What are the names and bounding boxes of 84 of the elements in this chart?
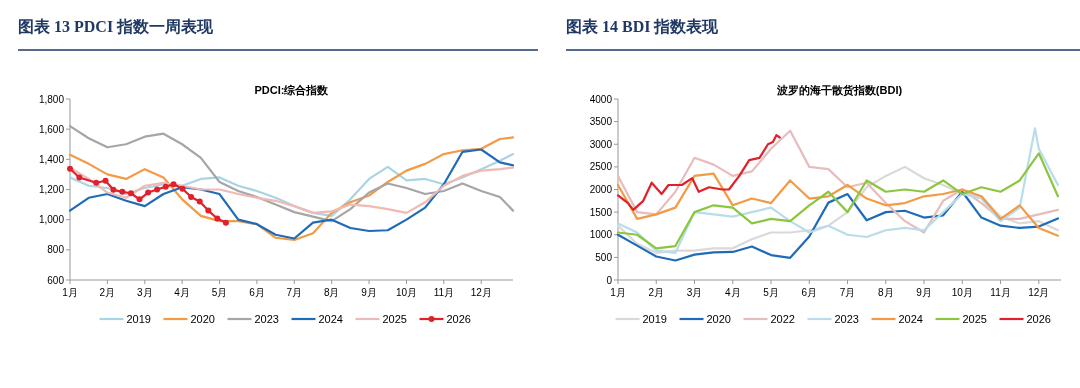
line-series	[616, 152, 1060, 250]
x-tick-label: 11月	[433, 287, 455, 298]
x-tick-label: 4月	[724, 287, 741, 298]
y-tick-label: 1,000	[38, 214, 65, 226]
line-series	[616, 129, 1060, 234]
x-tick-label: 7月	[286, 287, 303, 298]
point	[93, 179, 100, 186]
legend-label: 2023	[254, 312, 279, 325]
y-tick-label: 1,800	[38, 93, 65, 105]
y-tick-label: 4000	[589, 93, 613, 105]
point	[222, 219, 229, 226]
point	[136, 196, 143, 203]
y-tick-label: 800	[47, 244, 65, 256]
chart-title: 图表 14 BDI 指数表现	[566, 18, 720, 35]
line-series	[616, 172, 1060, 237]
legend-label: 2022	[770, 312, 795, 325]
point	[110, 186, 117, 193]
point	[162, 183, 169, 190]
legend-label: 2026	[446, 312, 471, 325]
chart-subtitle: PDCI:综合指数	[254, 84, 330, 96]
point	[188, 194, 195, 201]
point	[76, 174, 83, 181]
line-series	[68, 152, 515, 217]
point	[102, 177, 109, 184]
x-tick-label: 1月	[62, 287, 78, 298]
y-tick-label: 500	[595, 251, 613, 263]
legend-label: 2023	[834, 312, 859, 325]
y-tick-label: 2000	[589, 184, 613, 195]
legend-label: 2020	[706, 312, 731, 325]
y-tick-label: 3000	[589, 138, 613, 150]
line-series	[616, 127, 1060, 254]
x-tick-label: 10月	[395, 287, 418, 298]
point	[214, 215, 221, 222]
point	[205, 207, 212, 214]
x-tick-label: 11月	[990, 287, 1011, 298]
y-tick-label: 0	[606, 274, 613, 286]
point	[196, 198, 203, 205]
y-tick-label: 1,600	[38, 123, 65, 135]
legend-label: 2019	[642, 312, 667, 325]
y-tick-label: 2500	[589, 161, 613, 173]
x-tick-label: 9月	[361, 287, 377, 298]
point	[67, 165, 73, 172]
x-tick-label: 9月	[916, 287, 932, 298]
legend-label: 2024	[318, 312, 343, 325]
point	[127, 190, 134, 197]
x-tick-label: 5月	[211, 287, 228, 298]
y-tick-label: 1500	[589, 206, 613, 218]
legend-label: 2024	[898, 312, 923, 325]
legend-label: 2026	[1026, 312, 1051, 325]
x-tick-label: 12月	[1028, 287, 1050, 298]
x-tick-label: 12月	[470, 287, 492, 298]
y-tick-label: 3500	[589, 116, 613, 128]
x-tick-label: 10月	[951, 287, 973, 298]
legend-label: 2019	[126, 312, 151, 325]
x-tick-label: 1月	[610, 287, 626, 298]
y-tick-label: 1,400	[38, 153, 65, 165]
legend-label: 2025	[382, 312, 407, 325]
y-tick-label: 1000	[589, 229, 613, 241]
x-tick-label: 2月	[99, 287, 116, 298]
line-series	[68, 125, 515, 223]
point	[170, 181, 177, 188]
x-tick-label: 2月	[648, 287, 665, 298]
line-series	[616, 134, 781, 211]
x-tick-label: 3月	[136, 287, 153, 298]
y-tick-label: 600	[47, 274, 65, 286]
point	[154, 186, 161, 193]
y-tick-label: 1,200	[38, 184, 65, 195]
x-tick-label: 6月	[249, 287, 265, 298]
x-tick-label: 8月	[878, 287, 894, 298]
point	[179, 185, 186, 192]
point	[119, 188, 126, 195]
legend-label: 2020	[190, 312, 215, 325]
chart-subtitle: 波罗的海干散货指数(BDI)	[775, 84, 903, 97]
x-tick-label: 3月	[686, 287, 703, 298]
x-tick-label: 5月	[763, 287, 779, 298]
x-tick-label: 8月	[323, 287, 340, 298]
x-tick-label: 7月	[839, 287, 856, 298]
line-series	[616, 190, 1060, 262]
legend-label: 2025	[962, 312, 987, 325]
x-tick-label: 4月	[174, 287, 190, 298]
point	[145, 189, 152, 196]
line-series	[616, 165, 1060, 254]
chart-title: 图表 13 PDCI 指数一周表现	[18, 18, 215, 35]
x-tick-label: 6月	[801, 287, 818, 298]
